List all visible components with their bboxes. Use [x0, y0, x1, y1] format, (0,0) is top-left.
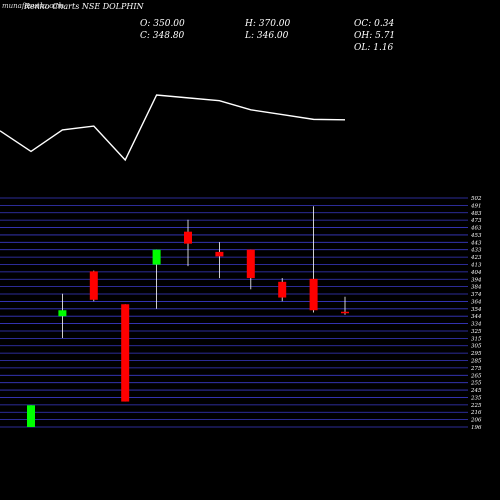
candle-body: [121, 304, 130, 402]
open-value: O: 350.00: [140, 19, 185, 29]
y-tick-label: 374: [471, 292, 482, 298]
y-tick-label: 423: [470, 255, 482, 261]
y-tick-label: 225: [470, 403, 482, 409]
y-tick-label: 305: [471, 344, 482, 350]
y-tick-label: 325: [471, 329, 482, 335]
overlay-line: [0, 94, 346, 162]
low-value: L: 346.00: [245, 31, 289, 41]
close-value: C: 348.80: [140, 31, 185, 41]
y-tick-label: 295: [470, 351, 482, 357]
candle-body: [246, 249, 255, 279]
y-tick-label: 413: [470, 262, 482, 268]
y-tick-label: 354: [471, 307, 482, 313]
y-tick-label: 206: [470, 418, 482, 424]
chart-title: Renko Charts NSE DOLPHIN: [24, 2, 144, 11]
y-tick-label: 491: [470, 203, 482, 209]
y-tick-label: 245: [470, 388, 482, 394]
candle-body: [184, 231, 192, 244]
candle-body: [27, 405, 35, 427]
y-tick-label: 265: [470, 373, 482, 379]
y-tick-label: 443: [470, 240, 482, 246]
y-tick-label: 255: [470, 381, 482, 387]
y-tick-label: 433: [470, 248, 482, 254]
oc-value: OC: 0.34: [354, 19, 395, 29]
y-tick-label: 502: [471, 196, 482, 202]
candle-body: [215, 251, 224, 257]
watermark: munafasutra.com: [2, 2, 65, 10]
y-tick-label: 483: [470, 211, 482, 217]
candle-body: [152, 249, 161, 265]
y-tick-label: 196: [471, 425, 482, 431]
y-tick-label: 384: [471, 285, 482, 291]
y-tick-label: 334: [471, 322, 482, 328]
candle-body: [278, 281, 287, 298]
candle-body: [341, 311, 349, 314]
high-value: H: 370.00: [245, 19, 291, 29]
y-tick-label: 344: [471, 314, 482, 320]
oh-value: OH: 5.71: [354, 31, 396, 41]
y-tick-label: 364: [471, 299, 482, 305]
y-tick-label: 275: [470, 366, 482, 372]
y-tick-label: 404: [470, 270, 482, 276]
candle-body: [58, 310, 67, 317]
y-tick-label: 473: [470, 218, 482, 224]
ol-value: OL: 1.16: [354, 43, 394, 53]
y-tick-label: 394: [471, 277, 482, 283]
candle-body: [89, 271, 98, 300]
y-tick-label: 453: [470, 233, 482, 239]
y-tick-label: 235: [470, 395, 482, 401]
y-tick-label: 463: [470, 226, 482, 232]
y-tick-label: 315: [471, 336, 482, 342]
y-tick-label: 216: [470, 410, 482, 416]
candle-body: [309, 278, 318, 311]
y-tick-label: 285: [470, 359, 482, 365]
